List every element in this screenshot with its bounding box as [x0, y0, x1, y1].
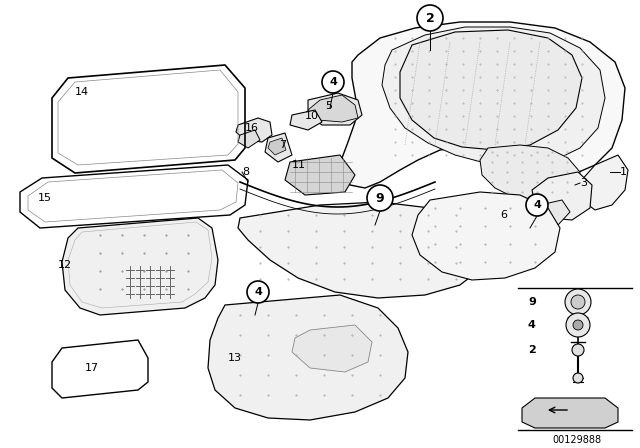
Text: 4: 4 — [528, 320, 536, 330]
Polygon shape — [238, 202, 488, 298]
Polygon shape — [62, 218, 218, 315]
Polygon shape — [238, 130, 260, 148]
Polygon shape — [308, 95, 358, 122]
Polygon shape — [308, 93, 362, 125]
Text: 10: 10 — [305, 111, 319, 121]
Polygon shape — [268, 138, 286, 155]
Text: 9: 9 — [528, 297, 536, 307]
Circle shape — [417, 5, 443, 31]
Polygon shape — [522, 398, 618, 428]
Polygon shape — [482, 205, 538, 238]
Polygon shape — [400, 30, 582, 150]
Polygon shape — [208, 295, 408, 420]
Text: 3: 3 — [580, 178, 587, 188]
Polygon shape — [580, 155, 628, 210]
Text: 11: 11 — [292, 160, 306, 170]
Polygon shape — [412, 192, 560, 280]
Text: 16: 16 — [245, 123, 259, 133]
Circle shape — [526, 194, 548, 216]
Text: 14: 14 — [75, 87, 89, 97]
Text: 4: 4 — [254, 287, 262, 297]
Circle shape — [565, 289, 591, 315]
Text: 7: 7 — [279, 140, 286, 150]
Circle shape — [247, 281, 269, 303]
Circle shape — [573, 373, 583, 383]
Circle shape — [571, 295, 585, 309]
Polygon shape — [290, 110, 322, 130]
Circle shape — [572, 344, 584, 356]
Text: 2: 2 — [528, 345, 536, 355]
Text: 8: 8 — [242, 167, 249, 177]
Circle shape — [322, 71, 344, 93]
Polygon shape — [382, 27, 605, 165]
Text: 00129888: 00129888 — [552, 435, 601, 445]
Circle shape — [573, 320, 583, 330]
Text: 9: 9 — [376, 191, 384, 204]
Polygon shape — [285, 155, 355, 195]
Text: 5: 5 — [325, 101, 332, 111]
Circle shape — [566, 313, 590, 337]
Polygon shape — [292, 325, 372, 372]
Polygon shape — [532, 200, 570, 225]
Text: 1: 1 — [620, 167, 627, 177]
Polygon shape — [342, 22, 625, 188]
Polygon shape — [236, 118, 272, 142]
Text: 4: 4 — [533, 200, 541, 210]
Text: 17: 17 — [85, 363, 99, 373]
Polygon shape — [480, 145, 580, 202]
Text: 2: 2 — [426, 12, 435, 25]
Text: 12: 12 — [58, 260, 72, 270]
Text: 6: 6 — [500, 210, 507, 220]
Text: 13: 13 — [228, 353, 242, 363]
Polygon shape — [532, 172, 592, 220]
Circle shape — [367, 185, 393, 211]
Text: 15: 15 — [38, 193, 52, 203]
Polygon shape — [265, 133, 292, 162]
Text: 4: 4 — [329, 77, 337, 87]
